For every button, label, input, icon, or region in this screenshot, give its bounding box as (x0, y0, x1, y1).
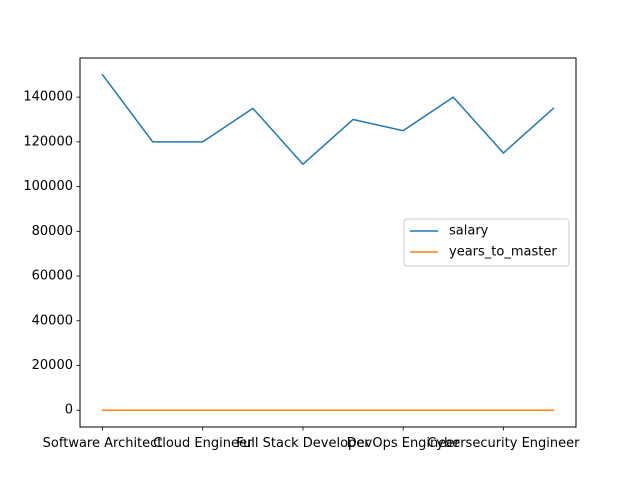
x-tick-label: Cybersecurity Engineer (427, 436, 580, 451)
legend-label: years_to_master (449, 245, 557, 260)
series-line-salary (101, 73, 555, 165)
y-tick-label: 60000 (32, 269, 73, 284)
y-tick-label: 20000 (32, 358, 73, 373)
x-tick-label: Software Architect (43, 436, 163, 451)
y-tick-label: 140000 (23, 90, 73, 105)
y-tick-label: 100000 (23, 179, 73, 194)
legend: salary years_to_master (403, 218, 570, 267)
x-tick-label: Cloud Engineer (153, 436, 253, 451)
y-tick-label: 40000 (32, 313, 73, 328)
x-tick-label: DevOps Engineer (347, 436, 461, 451)
y-tick-label: 120000 (23, 134, 73, 149)
y-tick-label: 80000 (32, 224, 73, 239)
legend-box (403, 218, 570, 267)
y-axis-ticks: 0 20000 40000 60000 80000 100000 120000 140000 (23, 90, 80, 418)
x-tick-label: Full Stack Developer (236, 436, 370, 451)
legend-label: salary (449, 224, 489, 239)
y-tick-label: 0 (65, 403, 73, 418)
series-layer (101, 73, 555, 411)
axes-frame (79, 57, 577, 428)
